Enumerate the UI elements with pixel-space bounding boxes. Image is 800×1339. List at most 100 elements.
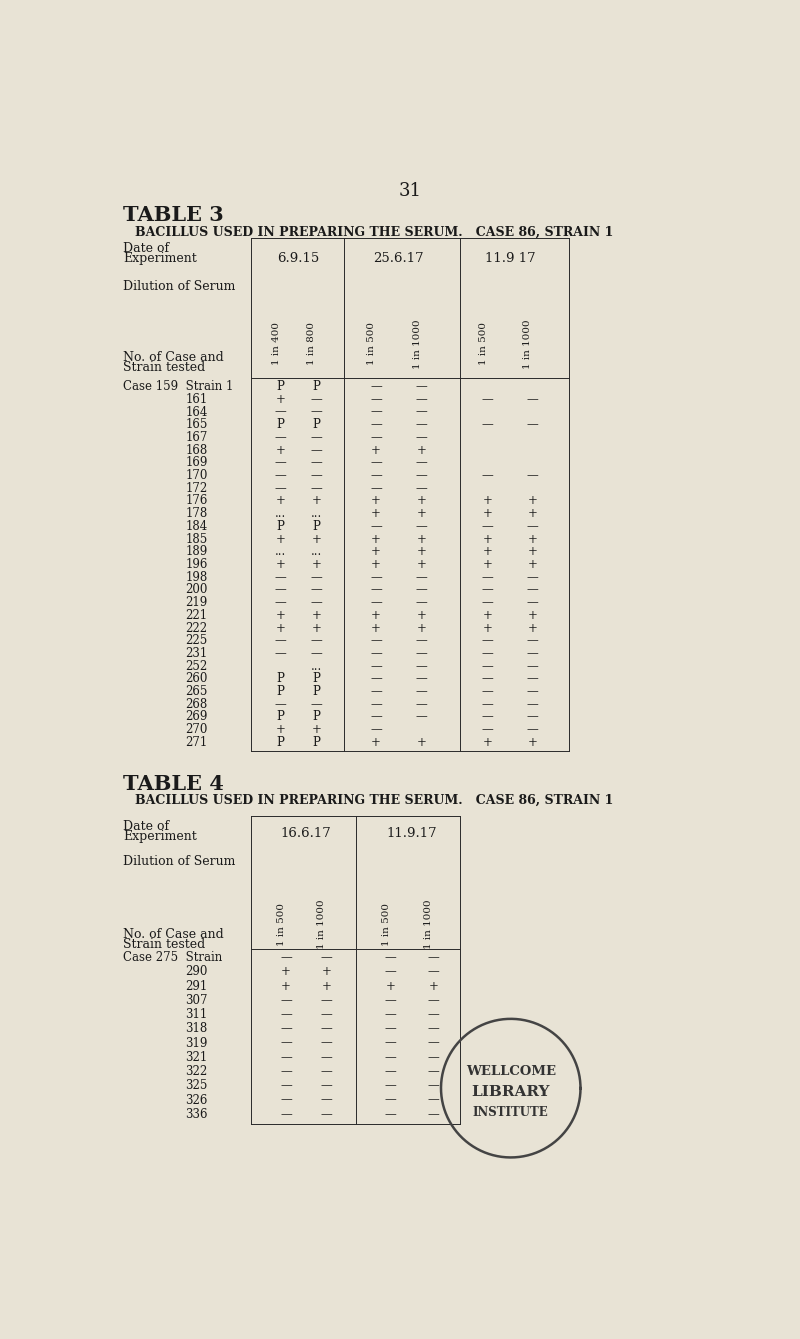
Text: —: — bbox=[321, 1051, 332, 1063]
Text: +: + bbox=[371, 736, 381, 749]
Text: —: — bbox=[416, 469, 427, 482]
Text: —: — bbox=[416, 457, 427, 470]
Text: 1 in 500: 1 in 500 bbox=[382, 902, 390, 945]
Text: +: + bbox=[371, 533, 381, 545]
Text: —: — bbox=[321, 951, 332, 964]
Text: —: — bbox=[416, 698, 427, 711]
Text: +: + bbox=[311, 609, 321, 621]
Text: 1 in 500: 1 in 500 bbox=[367, 323, 376, 366]
Text: +: + bbox=[371, 494, 381, 507]
Text: —: — bbox=[370, 418, 382, 431]
Text: +: + bbox=[276, 494, 286, 507]
Text: —: — bbox=[482, 660, 494, 672]
Text: —: — bbox=[526, 596, 538, 609]
Text: —: — bbox=[385, 1079, 397, 1093]
Text: —: — bbox=[482, 392, 494, 406]
Text: —: — bbox=[370, 672, 382, 686]
Text: BACILLUS USED IN PREPARING THE SERUM.   CASE 86, STRAIN 1: BACILLUS USED IN PREPARING THE SERUM. CA… bbox=[135, 225, 614, 238]
Text: 265: 265 bbox=[186, 686, 208, 698]
Text: 1 in 500: 1 in 500 bbox=[478, 323, 487, 366]
Text: —: — bbox=[370, 698, 382, 711]
Text: —: — bbox=[526, 570, 538, 584]
Text: BACILLUS USED IN PREPARING THE SERUM.   CASE 86, STRAIN 1: BACILLUS USED IN PREPARING THE SERUM. CA… bbox=[135, 794, 614, 807]
Text: +: + bbox=[482, 494, 493, 507]
Text: —: — bbox=[274, 482, 286, 495]
Text: —: — bbox=[416, 660, 427, 672]
Text: —: — bbox=[310, 698, 322, 711]
Text: —: — bbox=[385, 951, 397, 964]
Text: 6.9.15: 6.9.15 bbox=[278, 252, 319, 265]
Text: —: — bbox=[321, 1094, 332, 1106]
Text: —: — bbox=[370, 520, 382, 533]
Text: —: — bbox=[482, 584, 494, 596]
Text: 25.6.17: 25.6.17 bbox=[373, 252, 424, 265]
Text: 321: 321 bbox=[186, 1051, 207, 1063]
Text: —: — bbox=[427, 951, 439, 964]
Text: —: — bbox=[427, 1065, 439, 1078]
Text: +: + bbox=[276, 558, 286, 570]
Text: —: — bbox=[416, 406, 427, 419]
Text: +: + bbox=[311, 494, 321, 507]
Text: —: — bbox=[370, 392, 382, 406]
Text: Date of: Date of bbox=[123, 821, 170, 833]
Text: +: + bbox=[482, 736, 493, 749]
Text: 1 in 500: 1 in 500 bbox=[277, 902, 286, 945]
Text: 169: 169 bbox=[186, 457, 208, 470]
Text: 290: 290 bbox=[186, 965, 208, 979]
Text: —: — bbox=[310, 392, 322, 406]
Text: —: — bbox=[385, 1065, 397, 1078]
Text: —: — bbox=[526, 392, 538, 406]
Text: 198: 198 bbox=[186, 570, 207, 584]
Text: —: — bbox=[280, 1079, 292, 1093]
Text: P: P bbox=[312, 520, 320, 533]
Text: —: — bbox=[526, 711, 538, 723]
Text: —: — bbox=[274, 406, 286, 419]
Text: —: — bbox=[526, 672, 538, 686]
Text: —: — bbox=[280, 1065, 292, 1078]
Text: +: + bbox=[428, 980, 438, 992]
Text: +: + bbox=[527, 621, 538, 635]
Text: —: — bbox=[321, 1022, 332, 1035]
Text: 319: 319 bbox=[186, 1036, 208, 1050]
Text: 164: 164 bbox=[186, 406, 208, 419]
Text: —: — bbox=[427, 965, 439, 979]
Text: 176: 176 bbox=[186, 494, 208, 507]
Text: P: P bbox=[312, 380, 320, 394]
Text: 1 in 1000: 1 in 1000 bbox=[318, 900, 326, 949]
Text: TABLE 3: TABLE 3 bbox=[123, 205, 224, 225]
Text: +: + bbox=[482, 558, 493, 570]
Text: P: P bbox=[312, 686, 320, 698]
Text: +: + bbox=[417, 443, 426, 457]
Text: Dilution of Serum: Dilution of Serum bbox=[123, 854, 236, 868]
Text: 336: 336 bbox=[186, 1107, 208, 1121]
Text: —: — bbox=[482, 723, 494, 736]
Text: —: — bbox=[274, 698, 286, 711]
Text: —: — bbox=[416, 380, 427, 394]
Text: —: — bbox=[280, 1107, 292, 1121]
Text: —: — bbox=[274, 596, 286, 609]
Text: +: + bbox=[527, 494, 538, 507]
Text: —: — bbox=[370, 660, 382, 672]
Text: —: — bbox=[274, 570, 286, 584]
Text: —: — bbox=[310, 635, 322, 647]
Text: —: — bbox=[416, 711, 427, 723]
Text: —: — bbox=[482, 672, 494, 686]
Text: LIBRARY: LIBRARY bbox=[471, 1085, 550, 1099]
Text: +: + bbox=[276, 533, 286, 545]
Text: —: — bbox=[274, 647, 286, 660]
Text: —: — bbox=[416, 596, 427, 609]
Text: —: — bbox=[416, 482, 427, 495]
Text: —: — bbox=[385, 965, 397, 979]
Text: —: — bbox=[385, 1036, 397, 1050]
Text: +: + bbox=[281, 980, 291, 992]
Text: +: + bbox=[281, 965, 291, 979]
Text: —: — bbox=[416, 647, 427, 660]
Text: —: — bbox=[310, 469, 322, 482]
Text: +: + bbox=[417, 533, 426, 545]
Text: 167: 167 bbox=[186, 431, 208, 445]
Text: 161: 161 bbox=[186, 392, 207, 406]
Text: —: — bbox=[526, 698, 538, 711]
Text: —: — bbox=[526, 635, 538, 647]
Text: —: — bbox=[482, 711, 494, 723]
Text: P: P bbox=[312, 711, 320, 723]
